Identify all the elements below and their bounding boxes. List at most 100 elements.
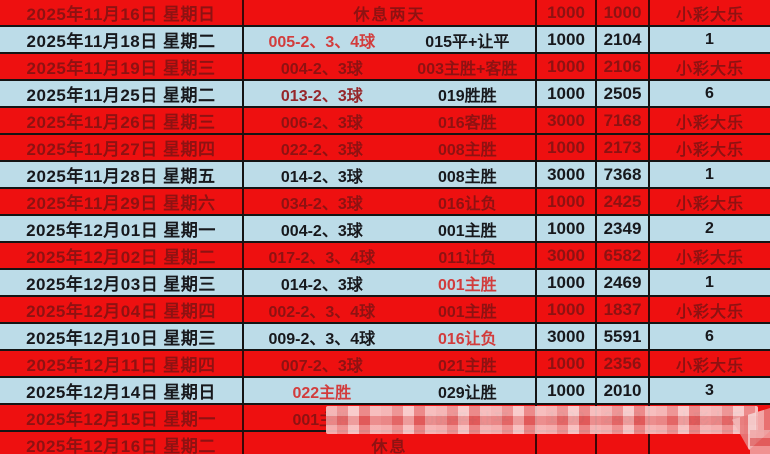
bets-inner: 034-2、3球 016让负 [244, 189, 535, 214]
bet-primary: 004-2、3球 [280, 222, 363, 240]
bet-primary: 007-2、3球 [280, 357, 363, 375]
bet-primary: 005-2、3、4球 [268, 33, 376, 51]
bets-inner: 014-2、3球 008主胜 [244, 162, 535, 187]
bet-primary: 002-2、3、4球 [268, 303, 376, 321]
mosaic-watermark-corner [750, 430, 770, 454]
bets-cell: 034-2、3球 016让负 [244, 189, 537, 214]
bet-secondary: 016客胜 [437, 114, 497, 132]
note-cell: 小彩大乐 [675, 141, 744, 159]
date-cell: 2025年12月14日 星期日 [0, 378, 244, 403]
stake-cell: 1000 [537, 27, 597, 52]
bet-secondary: 016让负 [437, 195, 497, 213]
odds-cell: 2106 [597, 54, 650, 79]
note-cell: 小彩大乐 [675, 303, 744, 321]
odds-cell: 6582 [597, 243, 650, 268]
bet-secondary: 016让负 [437, 330, 497, 348]
bets-cell: 007-2、3球 021主胜 [244, 351, 537, 376]
stake-cell [537, 432, 597, 454]
bet-secondary: 001主胜 [437, 222, 497, 240]
bet-secondary: 001主胜 [437, 276, 497, 294]
bets-inner: 017-2、3、4球 011让负 [244, 243, 535, 268]
date-cell: 2025年11月18日 星期二 [0, 27, 244, 52]
odds-cell: 2469 [597, 270, 650, 295]
table-row: 2025年11月16日 星期日 休息两天 1000 1000 小彩大乐 [0, 0, 770, 27]
note-cell: 1 [705, 165, 715, 183]
date-cell: 2025年11月29日 星期六 [0, 189, 244, 214]
bets-inner: 006-2、3球 016客胜 [244, 108, 535, 133]
odds-cell: 7368 [597, 162, 650, 187]
bets-inner: 022-2、3球 008主胜 [244, 135, 535, 160]
table-row: 2025年11月27日 星期四 022-2、3球 008主胜 1000 2173 小彩大乐 [0, 135, 770, 162]
bet-secondary: 001主胜 [437, 303, 497, 321]
stake-cell: 1000 [537, 189, 597, 214]
table-row: 2025年12月16日 星期二 休息 [0, 432, 770, 454]
date-cell: 2025年12月16日 星期二 [0, 432, 244, 454]
bet-secondary: 019胜胜 [437, 87, 497, 105]
odds-cell: 2173 [597, 135, 650, 160]
table-row: 2025年11月28日 星期五 014-2、3球 008主胜 3000 7368 1 [0, 162, 770, 189]
table-row: 2025年12月04日 星期四 002-2、3、4球 001主胜 1000 1837 小彩… [0, 297, 770, 324]
bet-secondary: 008主胜 [437, 141, 497, 159]
bet-primary: 014-2、3球 [280, 168, 363, 186]
table-row: 2025年11月25日 星期二 013-2、3球 019胜胜 1000 2505 6 [0, 81, 770, 108]
bets-cell: 002-2、3、4球 001主胜 [244, 297, 537, 322]
odds-cell: 2010 [597, 378, 650, 403]
bet-secondary: 011让负 [438, 249, 497, 267]
date-cell: 2025年12月01日 星期一 [0, 216, 244, 241]
table-row: 2025年12月10日 星期三 009-2、3、4球 016让负 3000 5591 6 [0, 324, 770, 351]
bets-inner: 005-2、3、4球 015平+让平 [244, 27, 535, 52]
bets-cell: 休息两天 [244, 0, 537, 25]
odds-cell: 2356 [597, 351, 650, 376]
date-cell: 2025年11月19日 星期三 [0, 54, 244, 79]
rest-label: 休息 [371, 438, 408, 454]
table-row: 2025年12月14日 星期日 022主胜 029让胜 1000 2010 3 [0, 378, 770, 405]
table-row: 2025年12月11日 星期四 007-2、3球 021主胜 1000 2356 小彩大乐 [0, 351, 770, 378]
bet-primary: 022-2、3球 [280, 141, 363, 159]
bet-secondary: 003主胜+客胜 [417, 60, 518, 78]
stake-cell: 3000 [537, 162, 597, 187]
bets-inner: 007-2、3球 021主胜 [244, 351, 535, 376]
note-cell: 小彩大乐 [675, 357, 744, 375]
note-cell: 小彩大乐 [675, 6, 744, 24]
bets-cell: 004-2、3球 001主胜 [244, 216, 537, 241]
mosaic-watermark [326, 406, 758, 434]
note-cell: 3 [705, 381, 715, 399]
note-cell: 6 [705, 327, 715, 345]
stake-cell: 1000 [537, 54, 597, 79]
bets-cell: 009-2、3、4球 016让负 [244, 324, 537, 349]
table-row: 2025年12月01日 星期一 004-2、3球 001主胜 1000 2349 2 [0, 216, 770, 243]
date-cell: 2025年12月03日 星期三 [0, 270, 244, 295]
table-row: 2025年11月26日 星期三 006-2、3球 016客胜 3000 7168 小彩大乐 [0, 108, 770, 135]
date-cell: 2025年11月26日 星期三 [0, 108, 244, 133]
stake-cell: 1000 [537, 378, 597, 403]
bets-inner: 009-2、3、4球 016让负 [244, 324, 535, 349]
bets-cell: 017-2、3、4球 011让负 [244, 243, 537, 268]
table-row: 2025年11月19日 星期三 004-2、3球 003主胜+客胜 1000 2106 小… [0, 54, 770, 81]
bet-primary: 022主胜 [292, 384, 352, 402]
note-cell: 小彩大乐 [675, 114, 744, 132]
note-cell: 小彩大乐 [675, 195, 744, 213]
note-cell: 1 [705, 273, 715, 291]
stake-cell: 1000 [537, 0, 597, 25]
odds-cell: 1837 [597, 297, 650, 322]
note-cell: 2 [705, 219, 715, 237]
date-cell: 2025年11月27日 星期四 [0, 135, 244, 160]
bet-secondary: 021主胜 [437, 357, 497, 375]
stake-cell: 1000 [537, 81, 597, 106]
table-row: 2025年11月29日 星期六 034-2、3球 016让负 1000 2425 小彩大乐 [0, 189, 770, 216]
stake-cell: 3000 [537, 108, 597, 133]
bets-cell: 014-2、3球 008主胜 [244, 162, 537, 187]
date-cell: 2025年12月04日 星期四 [0, 297, 244, 322]
date-cell: 2025年12月02日 星期二 [0, 243, 244, 268]
bets-cell: 022-2、3球 008主胜 [244, 135, 537, 160]
bet-secondary: 029让胜 [437, 384, 497, 402]
stake-cell: 3000 [537, 243, 597, 268]
date-cell: 2025年12月11日 星期四 [0, 351, 244, 376]
stake-cell: 1000 [537, 297, 597, 322]
stake-cell: 3000 [537, 324, 597, 349]
bets-inner: 022主胜 029让胜 [244, 378, 535, 403]
bet-primary: 034-2、3球 [280, 195, 363, 213]
date-cell: 2025年11月25日 星期二 [0, 81, 244, 106]
